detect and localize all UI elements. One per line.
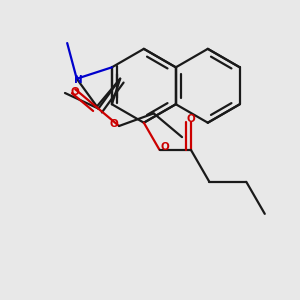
Text: O: O [187, 114, 195, 124]
Text: N: N [74, 75, 83, 85]
Text: O: O [110, 119, 118, 129]
Text: O: O [160, 142, 169, 152]
Text: O: O [71, 87, 80, 98]
